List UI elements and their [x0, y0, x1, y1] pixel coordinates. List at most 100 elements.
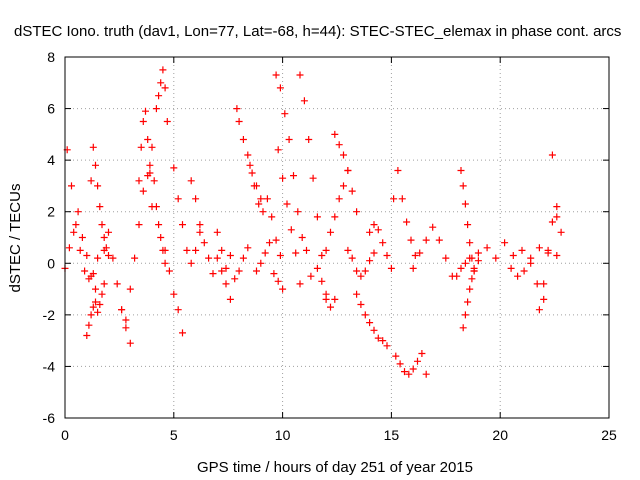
data-point — [405, 370, 413, 378]
data-point — [457, 167, 465, 174]
data-point — [100, 234, 108, 241]
data-point — [457, 264, 465, 272]
data-point — [461, 259, 469, 267]
data-point — [257, 259, 265, 267]
data-point — [340, 151, 347, 159]
data-point — [139, 118, 147, 125]
data-point — [87, 177, 95, 185]
series-arc-04 — [87, 143, 112, 259]
data-point — [98, 290, 106, 298]
data-point — [163, 118, 171, 125]
data-point — [263, 195, 271, 203]
series-arc-05 — [100, 228, 134, 347]
series-arc-08 — [146, 143, 169, 267]
data-point — [235, 118, 243, 125]
data-point — [353, 290, 361, 298]
data-series — [61, 66, 565, 378]
data-point — [92, 161, 99, 169]
data-point — [374, 226, 382, 234]
data-point — [287, 226, 295, 234]
data-point — [540, 280, 548, 288]
data-point — [470, 264, 478, 272]
data-point — [348, 254, 356, 262]
series-arc-10 — [161, 246, 186, 337]
data-point — [335, 141, 343, 149]
data-point — [98, 221, 106, 229]
data-point — [85, 275, 93, 283]
series-arc-17 — [272, 71, 315, 280]
data-point — [244, 244, 252, 252]
data-point — [514, 272, 522, 280]
data-point — [274, 146, 282, 154]
data-point — [533, 280, 541, 288]
data-point — [146, 161, 154, 169]
data-point — [353, 208, 361, 216]
data-point — [266, 239, 273, 247]
data-point — [548, 151, 556, 159]
series-arc-21 — [322, 167, 352, 254]
series-arc-19 — [296, 71, 330, 303]
data-point — [231, 275, 239, 283]
y-tick-label: 2 — [47, 204, 55, 220]
data-point — [96, 203, 104, 211]
data-point — [92, 285, 99, 293]
data-point — [374, 334, 382, 342]
data-point — [390, 195, 398, 203]
data-point — [461, 311, 469, 319]
data-point — [548, 218, 556, 226]
data-point — [85, 321, 93, 329]
data-point — [105, 228, 112, 236]
series-arc-20 — [313, 264, 339, 311]
series-arc-33 — [507, 259, 548, 303]
data-point — [507, 264, 515, 272]
data-point — [222, 280, 230, 288]
data-point — [411, 252, 419, 259]
series-arc-07 — [135, 107, 156, 211]
data-point — [281, 110, 289, 118]
data-point — [540, 295, 548, 303]
data-point — [78, 234, 86, 241]
data-point — [255, 200, 263, 208]
data-point — [272, 236, 280, 244]
data-point — [335, 195, 343, 203]
data-point — [250, 182, 258, 190]
data-point — [233, 105, 241, 113]
data-point — [192, 246, 200, 254]
data-point — [94, 182, 102, 190]
series-arc-09 — [152, 66, 171, 125]
data-point — [105, 252, 112, 259]
data-point — [474, 257, 482, 265]
data-point — [118, 306, 126, 314]
data-point — [327, 303, 334, 311]
data-point — [383, 252, 391, 259]
data-point — [139, 187, 147, 195]
series-arc-23 — [344, 246, 378, 280]
y-tick-label: 4 — [47, 152, 55, 168]
data-point — [535, 244, 543, 252]
data-point — [394, 167, 402, 174]
data-point — [165, 267, 173, 275]
data-point — [370, 249, 378, 257]
data-point — [313, 213, 321, 221]
data-point — [464, 298, 472, 306]
data-point — [403, 218, 411, 226]
data-point — [466, 285, 474, 293]
data-point — [268, 213, 276, 221]
data-point — [296, 71, 304, 79]
data-point — [174, 306, 182, 314]
data-point — [83, 332, 91, 339]
data-point — [183, 246, 191, 254]
series-arc-06 — [118, 172, 152, 324]
data-point — [348, 187, 356, 195]
data-point — [113, 280, 121, 288]
data-point — [196, 221, 204, 229]
data-point — [474, 249, 482, 257]
data-point — [370, 326, 378, 334]
data-point — [409, 264, 417, 272]
data-point — [161, 246, 169, 254]
data-point — [416, 249, 424, 257]
data-point — [468, 275, 476, 283]
data-point — [192, 195, 200, 203]
data-point — [501, 239, 509, 247]
data-point — [383, 342, 391, 350]
